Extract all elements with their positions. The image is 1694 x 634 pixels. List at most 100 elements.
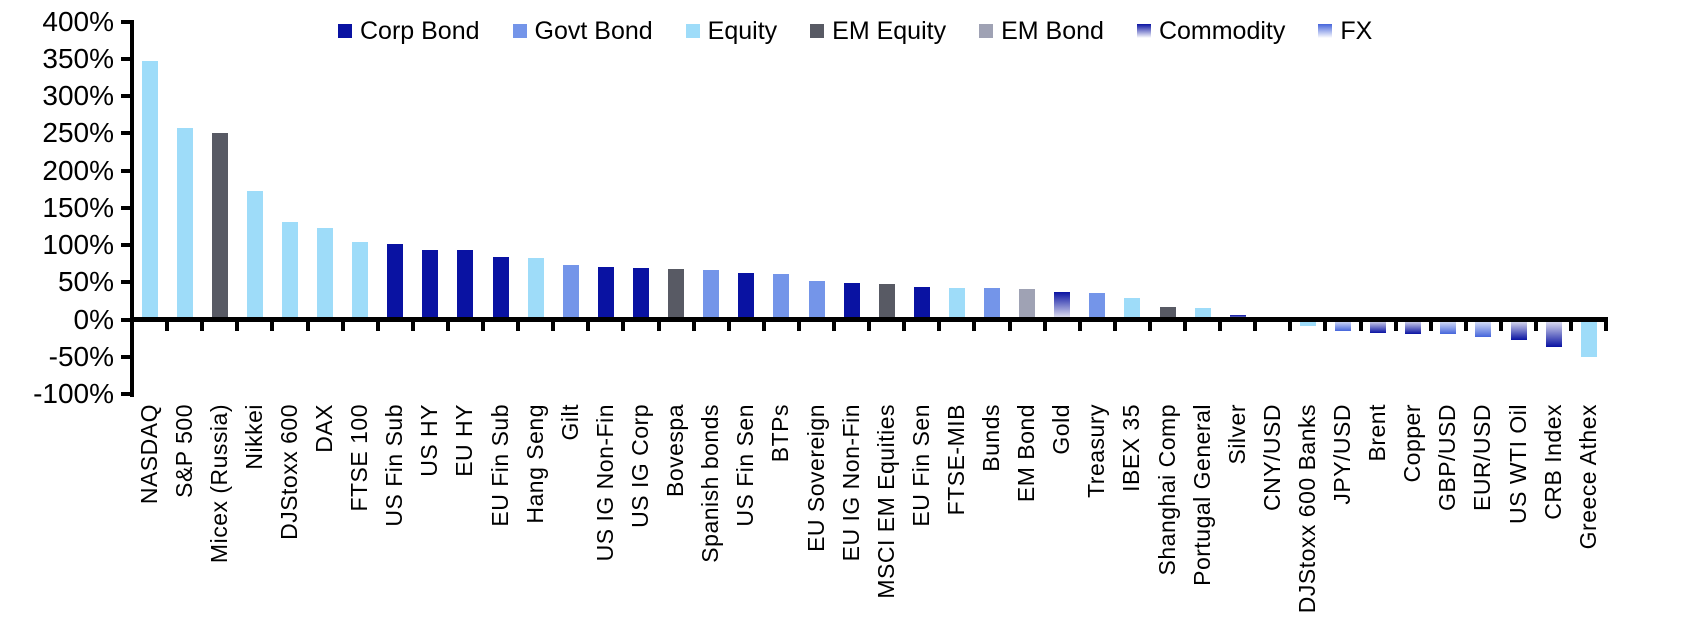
x-axis-tick	[972, 322, 977, 331]
x-axis-line	[130, 317, 1608, 322]
x-axis-tick	[937, 322, 942, 331]
x-axis-tick	[1218, 322, 1223, 331]
x-axis-label-djstoxx-600: DJStoxx 600	[276, 404, 302, 540]
x-axis-tick	[656, 322, 661, 331]
x-axis-tick	[867, 322, 872, 331]
legend-swatch-em-equity-icon	[810, 24, 825, 38]
bar-eu-fin-sen	[913, 286, 930, 320]
bar-gbp-usd	[1440, 319, 1457, 335]
bar-jpy-usd	[1335, 319, 1351, 332]
x-axis-tick	[761, 322, 766, 331]
legend-item-corp-bond: Corp Bond	[338, 17, 480, 46]
x-axis-tick	[1077, 322, 1082, 331]
y-axis-tick	[121, 280, 132, 285]
x-axis-tick	[586, 322, 591, 331]
x-axis-tick	[621, 322, 626, 331]
y-axis-tick	[121, 392, 132, 396]
x-axis-label-djstoxx-600-banks: DJStoxx 600 Banks	[1293, 404, 1320, 614]
x-axis-label-msci-em-equities: MSCI EM Equities	[872, 404, 899, 599]
x-axis-label-ibex-35: IBEX 35	[1118, 404, 1145, 492]
y-axis-label: 0%	[73, 303, 114, 335]
legend-item-em-bond: EM Bond	[979, 17, 1104, 46]
y-axis-tick	[121, 94, 132, 98]
x-axis-tick	[726, 322, 731, 331]
x-axis-tick	[340, 322, 345, 331]
x-axis-label-us-fin-sub: US Fin Sub	[381, 404, 408, 527]
legend-swatch-govt-bond-icon	[512, 24, 527, 38]
x-axis-label-eu-hy: EU HY	[451, 404, 478, 477]
y-axis-label: 400%	[42, 5, 114, 37]
legend-item-fx: FX	[1318, 17, 1372, 46]
x-axis-label-crb-index: CRB Index	[1539, 404, 1566, 520]
y-axis-tick	[121, 317, 132, 322]
x-axis-tick	[235, 322, 240, 331]
bar-copper	[1405, 319, 1422, 334]
bar-ftse-mib	[948, 287, 965, 320]
legend-item-em-equity: EM Equity	[810, 17, 946, 46]
x-axis-label-s-p-500: S&P 500	[170, 404, 197, 498]
x-axis-tick	[1358, 322, 1363, 331]
legend-item-govt-bond: Govt Bond	[512, 16, 653, 46]
x-axis-tick	[1147, 322, 1152, 331]
y-axis-label: 300%	[42, 80, 114, 111]
x-axis-tick	[305, 322, 310, 331]
x-axis-label-us-hy: US HY	[416, 404, 443, 477]
y-axis-tick	[121, 243, 132, 247]
x-axis-label-ftse-mib: FTSE-MIB	[942, 404, 969, 516]
bar-eu-fin-sub	[492, 256, 509, 320]
legend-swatch-commodity-icon	[1136, 24, 1151, 38]
bar-btps	[773, 274, 790, 320]
legend-item-commodity: Commodity	[1136, 17, 1285, 46]
bar-us-ig-corp	[633, 268, 649, 320]
chart-legend: Corp Bond Govt Bond Equity EM Equity EM Bond…	[338, 16, 1372, 46]
x-axis-label-us-wti-oil: US WTI Oil	[1504, 404, 1531, 524]
bar-nasdaq	[141, 61, 158, 320]
x-axis-tick	[445, 322, 450, 331]
y-axis-label: 200%	[42, 154, 114, 186]
x-axis-label-treasury: Treasury	[1083, 404, 1110, 498]
x-axis-label-jpy-usd: JPY/USD	[1329, 404, 1355, 505]
x-axis-tick	[1393, 322, 1398, 331]
x-axis-tick	[270, 322, 275, 331]
x-axis-tick	[832, 322, 836, 331]
bar-eu-hy	[457, 250, 474, 320]
x-axis-tick	[1323, 322, 1328, 331]
x-axis-label-brent: Brent	[1364, 404, 1390, 462]
bar-gold	[1054, 291, 1071, 320]
x-axis-tick	[130, 322, 134, 331]
x-axis-tick	[481, 322, 485, 331]
x-axis-label-eu-fin-sen: EU Fin Sen	[907, 404, 934, 527]
bar-dax	[317, 227, 334, 320]
y-axis-tick	[121, 131, 132, 136]
x-axis-tick	[200, 322, 205, 331]
bar-us-wti-oil	[1510, 319, 1527, 341]
x-axis-label-eu-fin-sub: EU Fin Sub	[486, 404, 513, 527]
x-axis-label-em-bond: EM Bond	[1013, 404, 1040, 503]
bar-crb-index	[1545, 319, 1562, 348]
x-axis-label-btps: BTPs	[767, 404, 794, 463]
x-axis-label-nikkei: Nikkei	[240, 404, 267, 470]
x-axis-label-bunds: Bunds	[978, 404, 1004, 472]
x-axis-label-silver: Silver	[1223, 404, 1250, 465]
bar-micex-russia	[211, 133, 228, 320]
x-axis-label-portugal-general: Portugal General	[1188, 404, 1215, 586]
y-axis-tick	[121, 205, 132, 210]
bar-s-p-500	[176, 128, 193, 320]
legend-swatch-fx-icon	[1318, 24, 1333, 38]
x-axis-label-hang-seng: Hang Seng	[521, 404, 548, 524]
x-axis-tick	[1463, 322, 1468, 331]
x-axis-label-ftse-100: FTSE 100	[346, 404, 373, 512]
legend-label: Govt Bond	[534, 16, 653, 45]
x-axis-tick	[1534, 322, 1538, 331]
y-axis-tick	[121, 168, 132, 173]
x-axis-tick	[1183, 322, 1187, 331]
x-axis-tick	[1112, 322, 1117, 331]
y-axis-label: -50%	[48, 340, 114, 372]
y-axis-label: 100%	[42, 229, 114, 260]
bar-djstoxx-600-banks	[1299, 319, 1316, 326]
x-axis-tick	[1428, 322, 1433, 331]
y-axis-tick	[121, 56, 132, 61]
x-axis-label-shanghai-comp: Shanghai Comp	[1153, 404, 1180, 576]
legend-item-equity: Equity	[685, 17, 777, 46]
